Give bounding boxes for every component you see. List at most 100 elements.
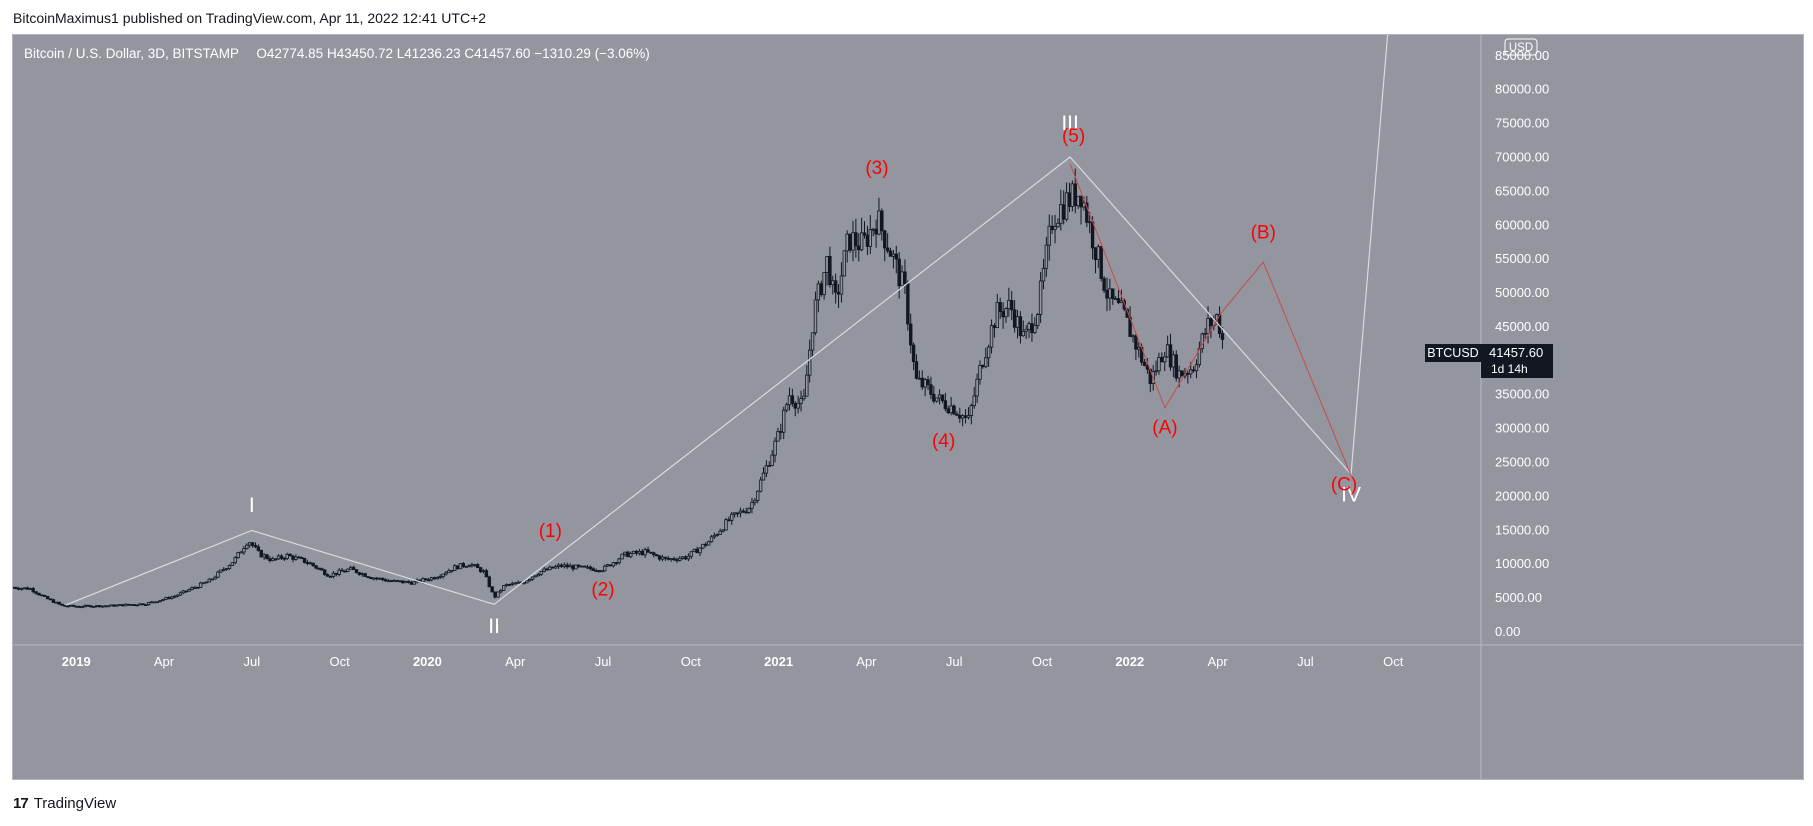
time-tick-label: 2019 [62, 654, 91, 669]
wave-label-red: (4) [932, 431, 955, 452]
candle-body [271, 558, 275, 562]
candle-body [735, 512, 740, 515]
candle-body [57, 601, 61, 605]
candle-body [603, 565, 607, 572]
candle-body [123, 603, 128, 607]
candle-body [1200, 333, 1204, 350]
candle-body [424, 578, 428, 581]
candle-body [1056, 222, 1060, 228]
candle-body [1018, 316, 1023, 337]
candle-body [857, 245, 861, 251]
candle-body [366, 576, 370, 578]
time-tick-label: 2021 [764, 654, 793, 669]
candle-body [995, 302, 1000, 329]
candle-body [1111, 288, 1115, 300]
candle-body [1079, 195, 1083, 208]
candle-body [386, 580, 390, 583]
candle-body [403, 580, 408, 584]
candle-body [611, 562, 616, 567]
time-axis-background[interactable] [13, 645, 1481, 779]
candle-body [805, 374, 809, 397]
candle-body [299, 557, 304, 559]
candle-body [294, 556, 298, 560]
candle-body [1099, 246, 1103, 279]
candle-body [692, 548, 696, 553]
candle-body [1012, 309, 1017, 328]
candle-body [629, 553, 633, 558]
candle-body [819, 283, 823, 296]
candle-body [461, 563, 466, 567]
candle-body [744, 511, 748, 514]
candle-body [594, 570, 598, 572]
candle-body [149, 601, 154, 604]
candle-body [848, 233, 852, 251]
candle-body [871, 228, 875, 231]
candle-body [346, 568, 350, 572]
wave-label-red: (3) [865, 158, 888, 179]
candle-body [553, 566, 558, 569]
candle-body [920, 377, 924, 388]
price-axis-background[interactable] [1481, 35, 1803, 645]
chart-frame[interactable]: I II III IV (1) (2) (3) (4) (5) (A) (B) (C) 0.00 500… [12, 34, 1804, 780]
candle-body [476, 564, 480, 569]
candle-body [256, 546, 261, 551]
candle-body [288, 553, 292, 557]
candle-body [758, 479, 763, 492]
candle-body [77, 606, 82, 608]
candle-body [683, 556, 688, 560]
candle-body [1163, 356, 1167, 363]
candle-body [992, 325, 997, 329]
candle-body [807, 349, 812, 376]
candle-body [1030, 323, 1034, 334]
candle-body [966, 415, 971, 418]
candle-body [92, 606, 96, 608]
currency-badge[interactable]: USD [1504, 38, 1538, 56]
candle-body [960, 415, 965, 419]
candle-body [141, 603, 145, 606]
candle-body [458, 563, 463, 570]
candle-body [146, 602, 151, 606]
time-tick-label: Apr [856, 654, 877, 669]
candle-body [969, 405, 974, 416]
ticker-text: BTCUSD [1427, 346, 1478, 360]
candle-body [112, 604, 116, 607]
candle-body [782, 409, 786, 433]
candle-body [741, 510, 745, 513]
candle-body [802, 395, 806, 400]
candle-body [230, 562, 235, 566]
candle-body [109, 604, 113, 607]
candle-body [152, 601, 157, 604]
candle-body [323, 569, 327, 576]
candle-body [527, 578, 532, 582]
wave-label-white: I [249, 494, 255, 517]
candle-body [1168, 344, 1173, 368]
candle-body [95, 605, 99, 607]
candle-body [582, 565, 587, 568]
candle-body [325, 574, 330, 577]
candle-body [675, 559, 679, 562]
candle-body [579, 565, 584, 568]
candle-body [923, 379, 927, 388]
wave-label-red: (1) [539, 521, 562, 542]
candle-body [608, 564, 613, 567]
candle-body [657, 555, 662, 560]
candle-body [732, 512, 737, 515]
candle-body [845, 233, 849, 252]
candle-body [369, 577, 373, 580]
candle-body [83, 604, 87, 608]
candle-body [934, 397, 939, 402]
candle-body [1015, 316, 1020, 328]
candle-body [1209, 318, 1213, 327]
candle-body [998, 302, 1002, 312]
candle-body [666, 557, 670, 560]
candle-body [825, 256, 829, 273]
candle-body [69, 604, 73, 607]
candle-body [1108, 288, 1112, 299]
candle-body [1038, 280, 1043, 315]
candle-body [138, 603, 142, 606]
close-label: C [464, 46, 475, 61]
brand-label: TradingView [33, 795, 117, 812]
candle-body [862, 232, 867, 236]
candle-body [654, 554, 659, 557]
